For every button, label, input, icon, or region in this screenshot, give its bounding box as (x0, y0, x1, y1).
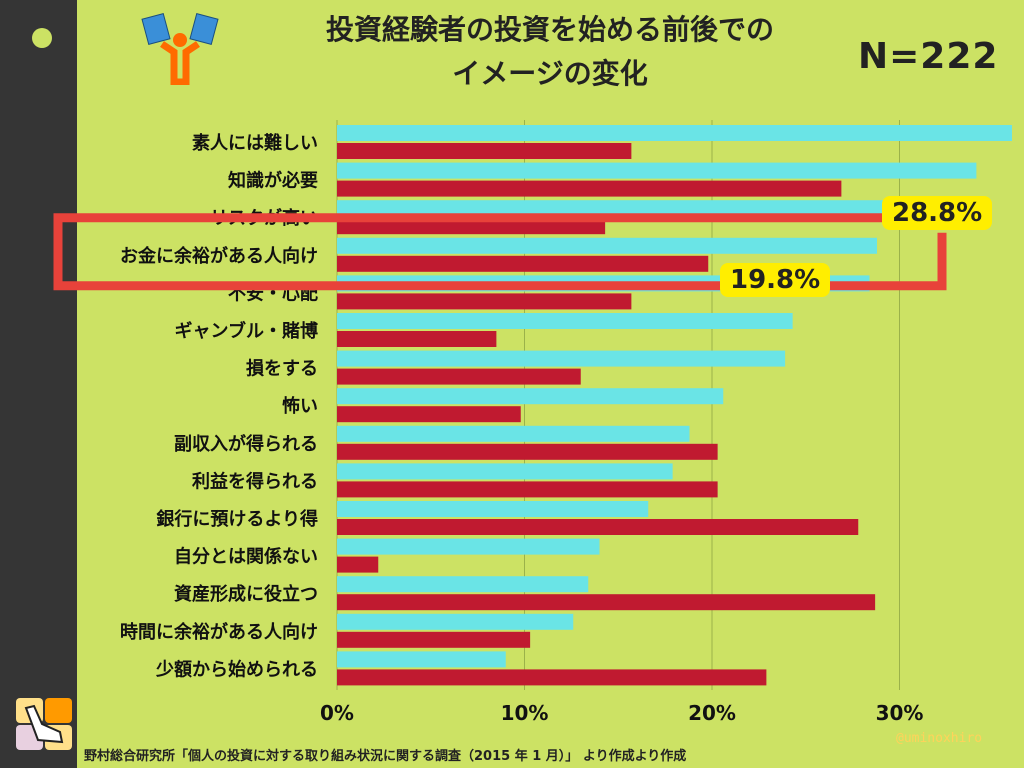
bar-after (337, 255, 709, 272)
bar-before (337, 463, 673, 480)
person-with-documents-icon (141, 12, 219, 85)
source-note: 野村総合研究所「個人の投資に対する取り組み状況に関する調査（2015 年 1 月… (84, 749, 687, 764)
bar-before (337, 313, 793, 329)
page-title: 投資経験者の投資を始める前後での イメージの変化 (240, 8, 860, 96)
callout-after-value: 19.8% (720, 263, 831, 297)
category-label: お金に余裕がある人向け (120, 245, 318, 267)
category-label: 損をする (246, 358, 318, 380)
bar-after (337, 331, 497, 347)
bar-after (337, 406, 521, 423)
shoe-logo-icon (16, 698, 72, 750)
bar-after (337, 180, 842, 197)
category-label: 怖い (282, 395, 318, 417)
bar-before (337, 613, 574, 630)
left-strip (0, 0, 77, 768)
category-label: 資産形成に役立つ (174, 583, 318, 605)
bar-before (337, 125, 1012, 141)
bar-after (337, 669, 767, 686)
bar-before (337, 538, 600, 555)
bar-before (337, 200, 891, 217)
callout-before-value: 28.8% (882, 196, 993, 230)
sample-size: N=222 (858, 36, 999, 77)
category-label: 自分とは関係ない (174, 546, 318, 568)
bar-after (337, 143, 632, 159)
bar-after (337, 556, 379, 573)
bar-before (337, 501, 649, 517)
category-label: 時間に余裕がある人向け (120, 621, 318, 643)
bar-after (337, 631, 531, 648)
x-tick-label: 20% (688, 701, 736, 725)
bar-after (337, 368, 581, 385)
bar-after (337, 443, 718, 460)
bar-before (337, 388, 724, 405)
category-label: 銀行に預けるより得 (156, 508, 318, 530)
bar-after (337, 481, 718, 498)
highlight-box (53, 213, 947, 291)
bar-after (337, 519, 859, 535)
bar-before (337, 576, 589, 593)
bar-after (337, 293, 632, 310)
bar-after (337, 594, 876, 611)
title-line-1: 投資経験者の投資を始める前後での (325, 13, 774, 46)
bar-before (337, 425, 690, 442)
bar-before (337, 651, 506, 668)
category-label: 素人には難しい (192, 132, 318, 154)
x-tick-label: 0% (320, 701, 354, 725)
title-line-2: イメージの変化 (452, 57, 648, 90)
category-label: 利益を得られる (192, 470, 318, 492)
x-tick-label: 10% (501, 701, 549, 725)
author-credit: @uminoxhiro (896, 731, 983, 746)
bar-before (337, 237, 877, 254)
category-label: ギャンブル・賭博 (175, 320, 318, 342)
category-label: 副収入が得られる (174, 433, 318, 455)
bar-before (337, 350, 786, 367)
dot-decoration (32, 28, 52, 48)
category-label: 知識が必要 (228, 170, 318, 192)
bar-before (337, 162, 977, 179)
category-label: 少額から始められる (155, 658, 318, 680)
x-tick-label: 30% (876, 701, 924, 725)
